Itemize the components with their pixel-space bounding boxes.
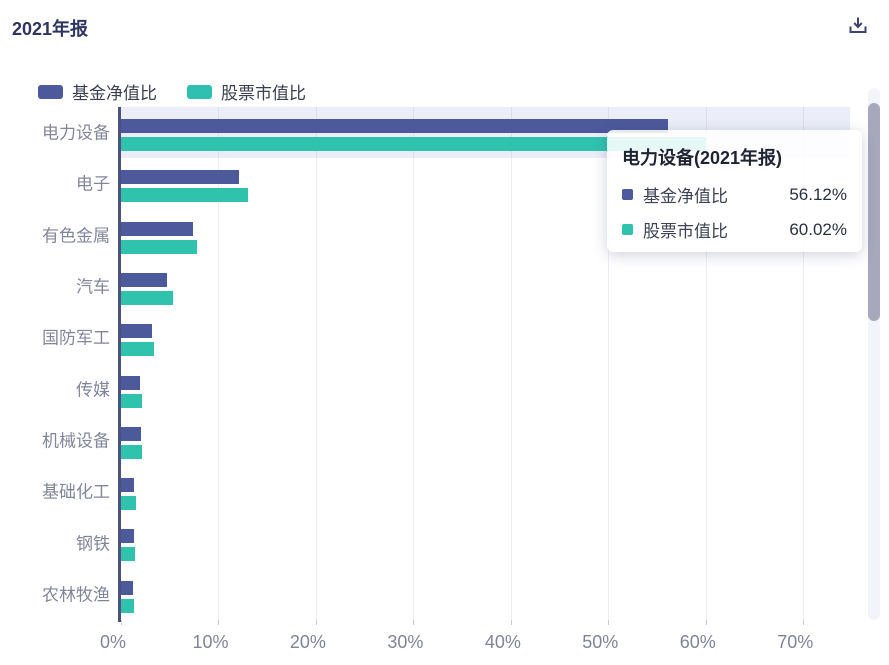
x-tick-label: 50%: [582, 632, 619, 652]
category-label: 有色金属: [42, 226, 110, 246]
x-tick-label: 10%: [192, 632, 229, 652]
series-marker-stock-mv-ratio: [622, 224, 633, 235]
bar-stock-mv-ratio[interactable]: [121, 393, 143, 408]
bar-fund-nav-ratio[interactable]: [121, 478, 134, 493]
bar-stock-mv-ratio[interactable]: [121, 547, 135, 562]
legend-chip-stock-mv-ratio: [187, 84, 212, 99]
axis-tick: [608, 620, 610, 625]
legend-label: 基金净值比: [72, 84, 157, 103]
gridline: [315, 107, 317, 620]
x-tick-label: 0%: [99, 632, 127, 652]
bar-fund-nav-ratio[interactable]: [121, 119, 668, 133]
tooltip-row-value: 60.02%: [789, 219, 847, 239]
bar-stock-mv-ratio[interactable]: [121, 496, 136, 511]
legend-item-fund-nav-ratio[interactable]: 基金净值比: [38, 79, 157, 104]
tooltip-row-value: 56.12%: [789, 184, 847, 204]
bar-fund-nav-ratio[interactable]: [121, 426, 142, 441]
category-label: 电子: [76, 174, 110, 194]
axis-tick: [121, 620, 122, 625]
legend-item-stock-mv-ratio[interactable]: 股票市值比: [187, 79, 306, 104]
axis-tick: [803, 620, 805, 625]
legend-label: 股票市值比: [221, 84, 306, 103]
bar-stock-mv-ratio[interactable]: [121, 342, 155, 357]
tooltip-row-label: 股票市值比: [643, 222, 728, 241]
bar-fund-nav-ratio[interactable]: [121, 529, 134, 544]
category-label: 机械设备: [42, 431, 110, 451]
y-axis-line: [118, 107, 121, 622]
gridline: [705, 107, 707, 620]
bar-stock-mv-ratio[interactable]: [121, 239, 198, 254]
gridline: [803, 107, 805, 620]
series-marker-fund-nav-ratio: [622, 189, 633, 200]
gridline: [510, 107, 512, 620]
page-title: 2021年报: [12, 19, 89, 39]
category-label: 电力设备: [42, 123, 110, 143]
x-tick-label: 70%: [777, 632, 814, 652]
bar-stock-mv-ratio[interactable]: [121, 598, 134, 613]
bar-stock-mv-ratio[interactable]: [121, 137, 706, 151]
tooltip-row: 基金净值比 56.12%: [622, 182, 847, 207]
gridline: [608, 107, 610, 620]
tooltip-row-label: 基金净值比: [643, 187, 728, 206]
bar-fund-nav-ratio[interactable]: [121, 272, 167, 287]
bar-stock-mv-ratio[interactable]: [121, 188, 248, 203]
bar-fund-nav-ratio[interactable]: [121, 375, 141, 390]
x-tick-label: 30%: [387, 632, 424, 652]
bar-fund-nav-ratio[interactable]: [121, 580, 133, 595]
legend-chip-fund-nav-ratio: [38, 84, 63, 99]
bar-fund-nav-ratio[interactable]: [121, 324, 153, 339]
bar-stock-mv-ratio[interactable]: [121, 290, 173, 305]
axis-tick: [315, 620, 317, 625]
bar-fund-nav-ratio[interactable]: [121, 170, 239, 185]
category-label: 国防军工: [42, 328, 110, 348]
category-label: 农林牧渔: [42, 585, 110, 605]
x-tick-label: 40%: [484, 632, 521, 652]
category-label: 传媒: [76, 380, 110, 400]
tooltip-row: 股票市值比 60.02%: [622, 217, 847, 242]
download-icon: [847, 15, 869, 37]
category-label: 钢铁: [76, 534, 110, 553]
axis-tick: [218, 620, 220, 625]
category-label: 基础化工: [42, 482, 110, 502]
axis-tick: [510, 620, 512, 625]
gridline: [413, 107, 415, 620]
bar-fund-nav-ratio[interactable]: [121, 221, 194, 236]
scrollbar-thumb[interactable]: [868, 103, 880, 321]
download-button[interactable]: [845, 13, 871, 39]
x-tick-label: 60%: [679, 632, 716, 652]
x-tick-label: 20%: [289, 632, 326, 652]
legend: 基金净值比 股票市值比: [38, 79, 306, 104]
tooltip-title: 电力设备(2021年报): [622, 148, 783, 168]
tooltip: 电力设备(2021年报) 基金净值比 56.12% 股票市值比 60.02%: [607, 130, 862, 252]
category-label: 汽车: [76, 277, 110, 297]
axis-tick: [413, 620, 415, 625]
axis-tick: [705, 620, 707, 625]
gridline: [218, 107, 220, 620]
bar-stock-mv-ratio[interactable]: [121, 444, 143, 459]
